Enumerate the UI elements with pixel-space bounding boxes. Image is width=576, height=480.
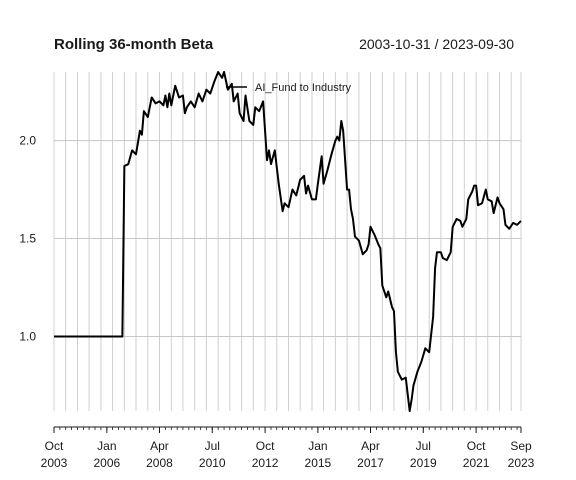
x-tick-label-month: Jan xyxy=(308,439,327,453)
x-tick-label-month: Sep xyxy=(510,439,532,453)
series-lines xyxy=(54,71,522,412)
x-tick-label-month: Jan xyxy=(97,439,116,453)
x-tick-label-year: 2006 xyxy=(93,456,120,470)
x-tick-label-year: 2012 xyxy=(252,456,279,470)
x-tick-label-year: 2003 xyxy=(41,456,68,470)
x-tick-label-month: Oct xyxy=(256,439,275,453)
legend-label: AI_Fund to Industry xyxy=(255,82,351,94)
x-tick-label-year: 2015 xyxy=(305,456,332,470)
x-axis: Oct 2003 Jan 2006 Apr 2008 Jul 2010 Oct 2012 Jan 20… xyxy=(41,426,535,470)
x-tick-label-month: Oct xyxy=(467,439,486,453)
x-tick-label-year: 2008 xyxy=(146,456,173,470)
y-tick-label: 1.0 xyxy=(19,330,36,344)
legend: AI_Fund to Industry xyxy=(226,82,351,94)
x-tick-label-year: 2019 xyxy=(410,456,437,470)
x-tick-label-month: Jul xyxy=(416,439,431,453)
x-tick-label-year: 2010 xyxy=(199,456,226,470)
x-tick-label-month: Apr xyxy=(150,439,169,453)
x-tick-label-month: Jul xyxy=(205,439,220,453)
x-tick-label-month: Apr xyxy=(361,439,380,453)
x-tick-label-year: 2017 xyxy=(357,456,384,470)
date-range-label: 2003-10-31 / 2023-09-30 xyxy=(359,36,514,52)
x-tick-label-month: Oct xyxy=(45,439,64,453)
y-axis: 1.0 1.5 2.0 xyxy=(19,134,36,344)
x-tick-label-year: 2021 xyxy=(463,456,490,470)
y-tick-label: 1.5 xyxy=(19,232,36,246)
grid-lines xyxy=(53,72,522,411)
y-tick-label: 2.0 xyxy=(19,134,36,148)
chart-title: Rolling 36-month Beta xyxy=(54,36,214,53)
x-tick-label-year: 2023 xyxy=(508,456,535,470)
series-line xyxy=(54,71,522,412)
